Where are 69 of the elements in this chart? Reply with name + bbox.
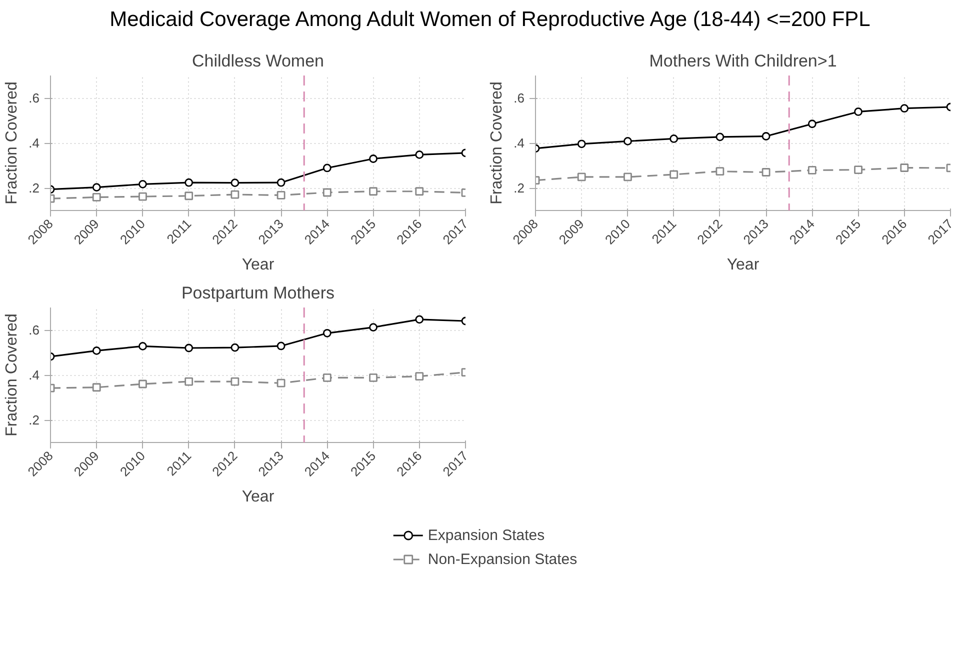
- point: [184, 192, 194, 200]
- x-axis-title: Year: [242, 488, 275, 506]
- y-tick-label: .2: [28, 180, 40, 196]
- point: [900, 164, 909, 172]
- x-axis-title: Year: [726, 256, 760, 274]
- point: [369, 187, 378, 196]
- y-tick-label: .4: [28, 136, 40, 150]
- y-tick-label: .4: [28, 368, 40, 382]
- chart-title: Postpartum Mothers: [181, 284, 335, 302]
- point: [670, 170, 678, 179]
- point: [624, 172, 632, 182]
- point: [716, 167, 724, 176]
- point: [230, 190, 240, 199]
- point: [138, 380, 147, 388]
- point: [670, 134, 678, 143]
- point: [415, 372, 424, 381]
- legend-label: Non-Expansion States: [428, 550, 578, 568]
- point: [322, 188, 332, 197]
- y-tick-label: .2: [514, 180, 524, 196]
- point: [808, 120, 816, 128]
- y-tick-label: .6: [514, 90, 524, 106]
- y-tick-label: .6: [28, 322, 40, 338]
- point: [762, 168, 770, 176]
- x-axis-title: Year: [242, 256, 275, 274]
- point: [276, 378, 286, 388]
- point: [762, 132, 770, 140]
- point: [138, 192, 147, 201]
- point: [322, 328, 332, 338]
- point: [369, 374, 378, 382]
- chart-title: Mothers With Children>1: [649, 52, 837, 70]
- point: [577, 172, 586, 182]
- point: [276, 191, 286, 200]
- y-tick-label: .6: [28, 90, 40, 106]
- point: [92, 193, 101, 202]
- point: [92, 183, 101, 192]
- point: [415, 187, 424, 196]
- point: [900, 104, 909, 113]
- point: [854, 108, 862, 116]
- y-tick-label: .4: [514, 136, 524, 150]
- point: [577, 140, 586, 148]
- point: [276, 342, 286, 350]
- point: [415, 315, 424, 324]
- point: [322, 164, 332, 172]
- y-tick-label: .2: [28, 412, 40, 428]
- point: [138, 180, 147, 188]
- legend-label: Expansion States: [428, 526, 545, 544]
- point: [276, 178, 286, 187]
- text: Medicaid Coverage Among Adult Women of Reproductive Age (18-44) <=200 FPL: [110, 7, 870, 33]
- point: [716, 132, 724, 142]
- point: [415, 150, 424, 159]
- point: [184, 178, 194, 187]
- y-axis-title: Fraction Covered: [488, 82, 506, 204]
- y-axis-title: Fraction Covered: [4, 82, 21, 204]
- chart-title: Childless Women: [192, 52, 324, 70]
- point: [808, 166, 816, 174]
- point: [184, 344, 194, 352]
- point: [230, 343, 240, 352]
- y-axis-title: Fraction Covered: [4, 314, 21, 436]
- point: [624, 137, 632, 146]
- point: [369, 323, 378, 332]
- point: [138, 342, 147, 350]
- point: [92, 346, 101, 355]
- point: [322, 374, 332, 382]
- point: [854, 166, 862, 174]
- point: [230, 178, 240, 188]
- point: [369, 154, 378, 163]
- point: [230, 377, 240, 386]
- point: [184, 377, 194, 386]
- point: [92, 383, 101, 392]
